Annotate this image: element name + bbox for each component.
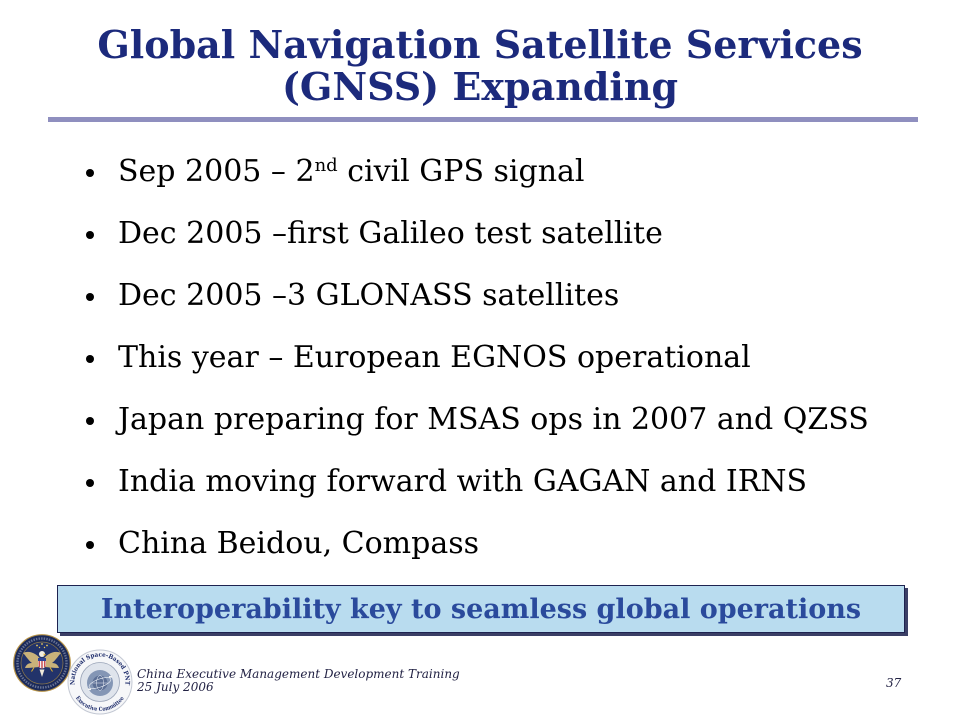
pnt-executive-committee-seal-icon: National Space-Based PNT Executive Commi… [67,649,133,715]
ordinal-suffix: nd [314,155,338,176]
bullet-item: Dec 2005 –3 GLONASS satellites [0,265,960,327]
bullet-icon [86,479,94,487]
bullet-icon [86,417,94,425]
bullet-list: Sep 2005 – 2nd civil GPS signal Dec 2005… [0,141,960,575]
bullet-text: India moving forward with GAGAN and IRNS [118,464,808,499]
title-line-1: Global Navigation Satellite Services [97,22,863,67]
eagle-seal-icon [13,634,71,692]
bullet-text: Dec 2005 –3 GLONASS satellites [118,278,620,313]
bullet-icon [86,541,94,549]
bullet-item: India moving forward with GAGAN and IRNS [0,451,960,513]
footer-date: 25 July 2006 [137,680,214,694]
title-line-2: (GNSS) Expanding [281,64,679,109]
bullet-item: Dec 2005 –first Galileo test satellite [0,203,960,265]
bullet-item: Sep 2005 – 2nd civil GPS signal [0,141,960,203]
footer-course: China Executive Management Development T… [137,667,460,681]
title-divider [48,117,918,122]
slide-title: Global Navigation Satellite Services (GN… [0,24,960,108]
bullet-item: This year – European EGNOS operational [0,327,960,389]
callout-text: Interoperability key to seamless global … [100,593,862,625]
bullet-text: Japan preparing for MSAS ops in 2007 and… [118,402,869,437]
bullet-icon [86,169,94,177]
bullet-text: Sep 2005 – 2nd civil GPS signal [118,154,585,189]
bullet-text: China Beidou, Compass [118,526,480,561]
footer-info: China Executive Management Development T… [137,668,460,694]
bullet-item: China Beidou, Compass [0,513,960,575]
bullet-icon [86,293,94,301]
bullet-item: Japan preparing for MSAS ops in 2007 and… [0,389,960,451]
bullet-icon [86,355,94,363]
bullet-text: This year – European EGNOS operational [118,340,751,375]
callout-box: Interoperability key to seamless global … [57,585,905,633]
bullet-icon [86,231,94,239]
bullet-text: Dec 2005 –first Galileo test satellite [118,216,663,251]
page-number: 37 [886,676,902,690]
